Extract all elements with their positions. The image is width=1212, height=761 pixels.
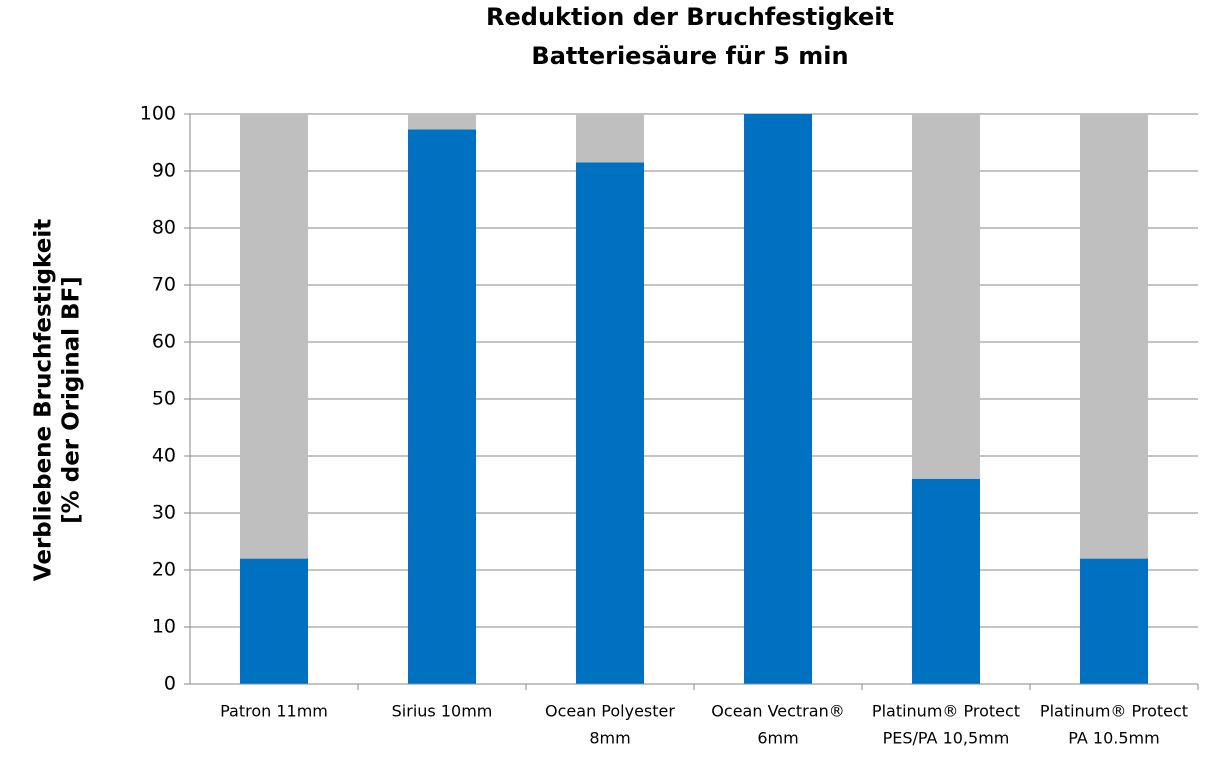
bar-segment — [576, 114, 644, 163]
y-tick-label: 50 — [152, 388, 176, 410]
y-tick-label: 30 — [152, 502, 176, 524]
x-tick-label: Platinum® Protect — [872, 702, 1020, 721]
bar-segment — [912, 114, 980, 479]
x-tick-label: Platinum® Protect — [1040, 702, 1188, 721]
x-tick-label: Patron 11mm — [220, 702, 328, 721]
x-tick-label: 6mm — [757, 729, 798, 748]
x-tick-label: PA 10.5mm — [1068, 729, 1159, 748]
x-tick-label: Sirius 10mm — [392, 702, 493, 721]
bar-segment — [576, 162, 644, 684]
x-tick-label: 8mm — [589, 729, 630, 748]
chart-title: Reduktion der Bruchfestigkeit — [486, 3, 894, 31]
x-tick-label: Ocean Vectran® — [711, 702, 844, 721]
y-tick-label: 60 — [152, 331, 176, 353]
y-tick-label: 90 — [152, 160, 176, 182]
x-tick-label: Ocean Polyester — [545, 702, 675, 721]
y-axis-title: [% der Original BF] — [59, 276, 85, 524]
y-tick-label: 70 — [152, 274, 176, 296]
bar-segment — [408, 129, 476, 684]
chart-title: Batteriesäure für 5 min — [531, 42, 848, 70]
y-tick-label: 10 — [152, 616, 176, 638]
y-tick-label: 20 — [152, 559, 176, 581]
y-axis-title: Verbliebene Bruchfestigkeit — [31, 219, 57, 581]
bar-segment — [240, 114, 308, 559]
bar-segment — [240, 558, 308, 684]
y-tick-label: 100 — [140, 103, 176, 125]
bar-segment — [912, 478, 980, 684]
y-tick-label: 40 — [152, 445, 176, 467]
bar-segment — [1080, 558, 1148, 684]
x-tick-label: PES/PA 10,5mm — [883, 729, 1010, 748]
bar-segment — [1080, 114, 1148, 559]
bar-segment — [744, 114, 812, 684]
bar-segment — [408, 114, 476, 130]
y-tick-label: 0 — [164, 673, 176, 695]
y-tick-label: 80 — [152, 217, 176, 239]
